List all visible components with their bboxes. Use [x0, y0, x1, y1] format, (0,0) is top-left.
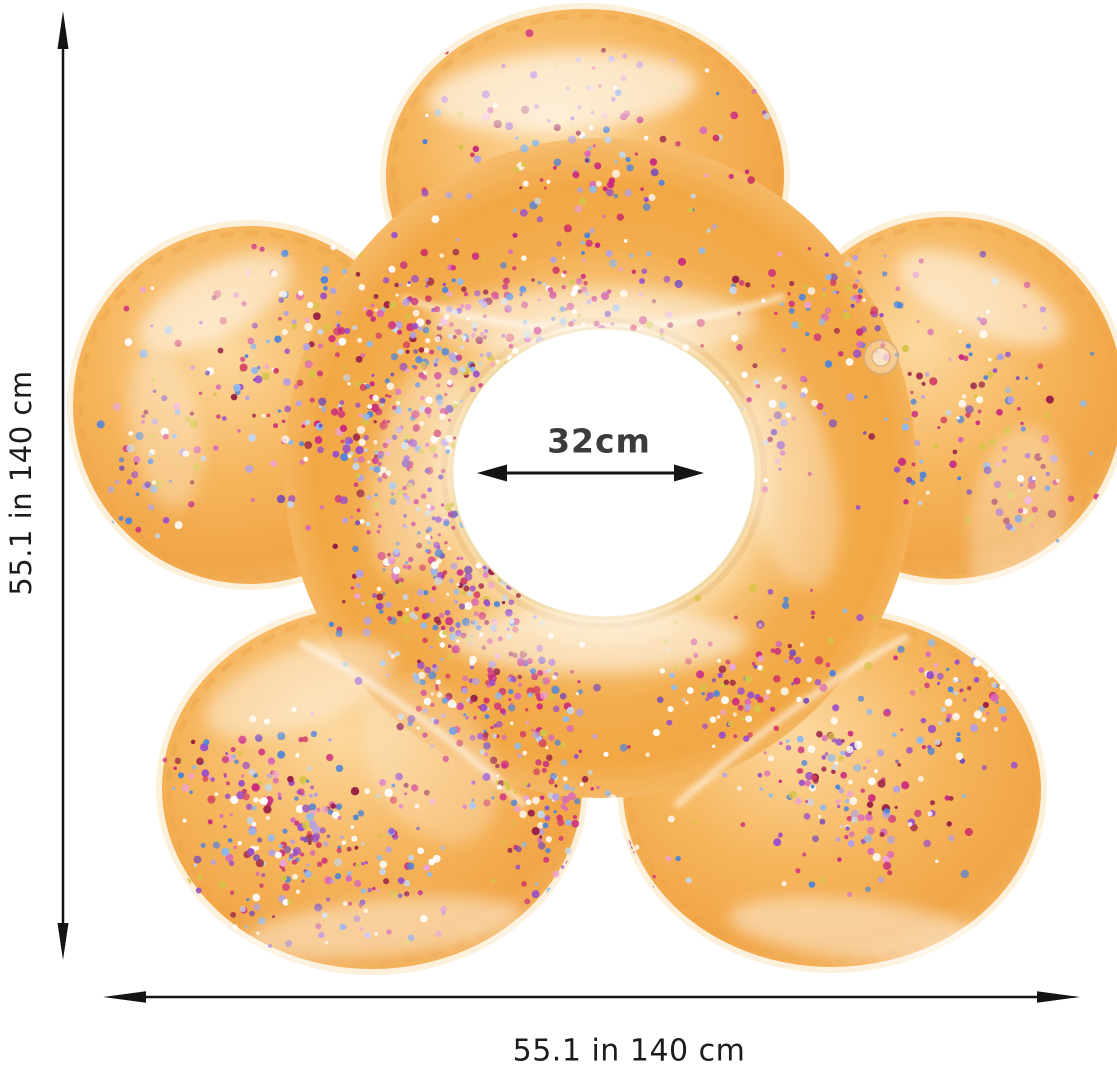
width-arrow	[103, 991, 1080, 1003]
height-arrow	[57, 11, 69, 960]
height-dimension-label: 55.1 in 140 cm	[4, 370, 38, 596]
shine-highlights	[127, 51, 1068, 963]
dimension-arrows	[57, 11, 1080, 1003]
inner-diameter-label: 32cm	[547, 421, 651, 461]
width-dimension-label: 55.1 in 140 cm	[512, 1033, 746, 1069]
inflation-valve	[863, 339, 899, 375]
inner-diameter-arrow	[477, 464, 704, 482]
